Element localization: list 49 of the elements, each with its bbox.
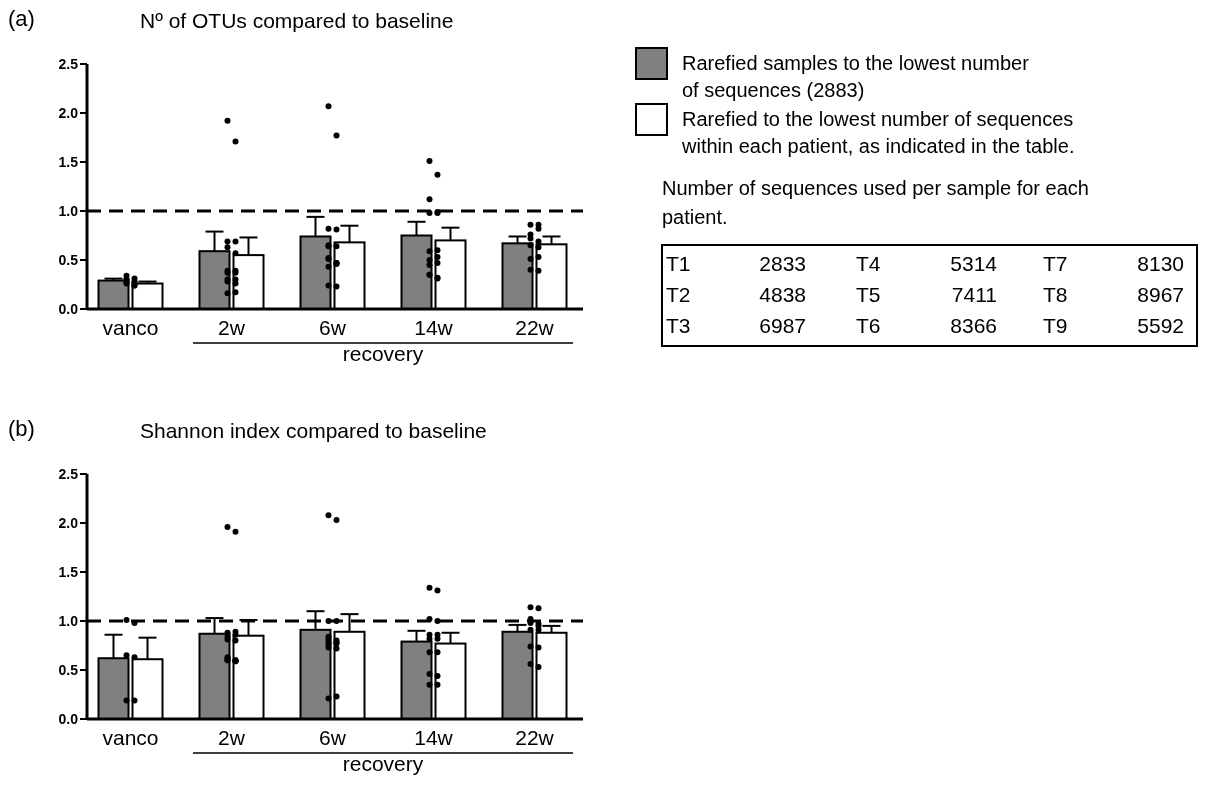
x-tick-label: 22w [515, 726, 555, 749]
y-tick-label: 0.0 [58, 710, 79, 727]
y-tick-label: 0.5 [58, 251, 79, 268]
text: 8366 [950, 314, 997, 337]
text: 6987 [759, 314, 806, 337]
x-tick-label: vanco [102, 726, 159, 749]
y-tick-label: 2.0 [58, 514, 79, 531]
y-tick-label: 2.5 [58, 55, 79, 72]
text: (a) [8, 6, 35, 31]
text: (b) [8, 416, 35, 441]
x-tick-label: 2w [218, 316, 246, 339]
y-tick-label: 1.5 [58, 153, 79, 170]
y-tick-label: 2.5 [58, 465, 79, 482]
text: 7411 [951, 283, 997, 306]
x-tick-label: vanco [102, 316, 159, 339]
text: Number of sequences used per sample for each patient. [662, 177, 1089, 228]
chart-title: Nº of OTUs compared to baseline [140, 9, 454, 32]
text: 5592 [1137, 314, 1184, 337]
y-tick-label: 1.0 [58, 202, 79, 219]
text: T3 [666, 314, 691, 337]
text: 8130 [1137, 252, 1184, 275]
y-tick-label: 2.0 [58, 104, 79, 121]
text: T9 [1043, 314, 1068, 337]
text: 8967 [1137, 283, 1184, 306]
y-tick-label: 0.5 [58, 661, 79, 678]
text: T7 [1043, 252, 1068, 275]
text: T2 [666, 283, 691, 306]
y-tick-label: 0.0 [58, 300, 79, 317]
x-tick-label: 14w [414, 316, 454, 339]
y-tick-label: 1.0 [58, 612, 79, 629]
legend-label: Rarefied samples to the lowest number of sequences (2883) [682, 52, 1030, 101]
text: T4 [856, 252, 881, 275]
y-tick-label: 1.5 [58, 563, 79, 580]
x-tick-label: 6w [319, 316, 347, 339]
text: 2833 [759, 252, 806, 275]
text: T8 [1043, 283, 1068, 306]
text: recovery [342, 342, 424, 365]
text: recovery [342, 752, 424, 775]
text: 5314 [950, 252, 998, 275]
chart-title: Shannon index compared to baseline [140, 419, 487, 442]
text: T1 [666, 252, 691, 275]
legend-label: Rarefied to the lowest number of sequences within each patient, as indicated in the table. [681, 108, 1075, 157]
x-tick-label: 6w [319, 726, 347, 749]
x-tick-label: 2w [218, 726, 246, 749]
x-tick-label: 14w [414, 726, 454, 749]
text: 4838 [759, 283, 806, 306]
text: T6 [856, 314, 881, 337]
text: T5 [856, 283, 881, 306]
x-tick-label: 22w [515, 316, 555, 339]
